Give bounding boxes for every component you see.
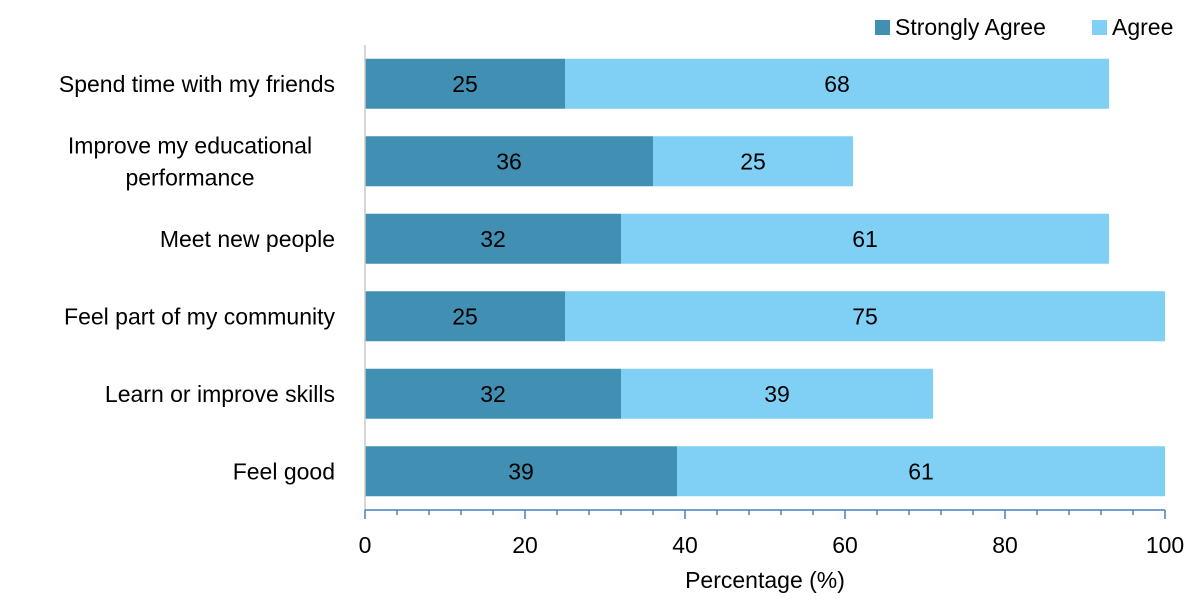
data-label-agree-0: 68 [824, 71, 850, 97]
bar-agree-0 [565, 58, 1109, 109]
data-label-strongly-agree-2: 32 [480, 226, 506, 252]
x-tick-label-0: 0 [359, 532, 372, 558]
bar-strongly-agree-3 [365, 291, 565, 342]
data-label-agree-1: 25 [740, 148, 766, 174]
category-label-0: Spend time with my friends [59, 71, 335, 97]
data-label-agree-3: 75 [852, 303, 878, 329]
bar-strongly-agree-1 [365, 136, 653, 187]
bar-agree-1 [653, 136, 853, 187]
axes: 0 20 40 60 80 100 [359, 45, 1184, 558]
category-label-5: Feel good [233, 458, 335, 484]
data-label-strongly-agree-4: 32 [480, 381, 506, 407]
legend-swatch-0 [875, 20, 890, 35]
bar-strongly-agree-4 [365, 368, 621, 419]
category-label-1-line-1: performance [125, 164, 254, 190]
bar-strongly-agree-2 [365, 213, 621, 264]
x-tick-label-4: 80 [992, 532, 1018, 558]
x-tick-label-2: 40 [672, 532, 698, 558]
category-label-1-line-0: Improve my educational [68, 132, 312, 158]
x-tick-label-5: 100 [1146, 532, 1184, 558]
bar-agree-3 [565, 291, 1165, 342]
category-label-2: Meet new people [160, 226, 335, 252]
legend: Strongly Agree Agree [875, 14, 1173, 40]
data-label-agree-2: 61 [852, 226, 878, 252]
data-label-strongly-agree-5: 39 [508, 458, 534, 484]
bar-agree-4 [621, 368, 933, 419]
x-tick-label-1: 20 [512, 532, 538, 558]
bar-agree-5 [677, 446, 1165, 497]
data-label-strongly-agree-1: 36 [496, 148, 522, 174]
bars: 25 68 36 25 32 61 25 75 32 39 39 61 [365, 58, 1165, 497]
x-axis-title: Percentage (%) [685, 567, 845, 593]
legend-label-0: Strongly Agree [895, 14, 1046, 40]
legend-swatch-1 [1092, 20, 1107, 35]
bar-agree-2 [621, 213, 1109, 264]
category-label-3: Feel part of my community [64, 303, 335, 329]
data-label-strongly-agree-3: 25 [452, 303, 478, 329]
bar-strongly-agree-5 [365, 446, 677, 497]
category-label-4: Learn or improve skills [105, 381, 335, 407]
data-label-agree-4: 39 [764, 381, 790, 407]
legend-label-1: Agree [1112, 14, 1173, 40]
data-label-agree-5: 61 [908, 458, 934, 484]
x-tick-label-3: 60 [832, 532, 858, 558]
data-label-strongly-agree-0: 25 [452, 71, 478, 97]
bar-strongly-agree-0 [365, 58, 565, 109]
category-labels: Spend time with my friends Improve my edu… [59, 71, 336, 485]
